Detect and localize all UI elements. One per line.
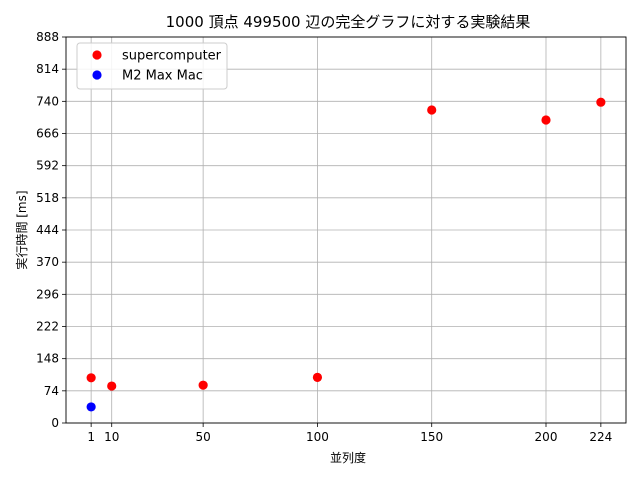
- y-tick-label: 0: [51, 416, 59, 430]
- y-tick-label: 296: [36, 287, 59, 301]
- x-tick-label: 100: [306, 430, 329, 444]
- legend: supercomputer M2 Max Mac: [76, 42, 228, 90]
- y-tick-label: 666: [36, 127, 59, 141]
- x-tick-label: 10: [104, 430, 119, 444]
- legend-marker: [92, 70, 102, 80]
- y-tick-label: 148: [36, 352, 59, 366]
- legend-label: M2 Max Mac: [122, 69, 203, 84]
- data-point: [198, 380, 208, 390]
- data-point: [596, 97, 606, 107]
- x-tick-label: 1: [87, 430, 95, 444]
- data-point: [107, 381, 117, 391]
- x-tick-label: 150: [420, 430, 443, 444]
- axes: 1 10 50 100 150 200 224 0 74 148 222 296 370 444 518 59…: [36, 30, 627, 444]
- x-tick-label: 200: [535, 430, 558, 444]
- y-tick-label: 888: [36, 30, 59, 44]
- y-tick-label: 74: [44, 384, 59, 398]
- y-tick-label: 222: [36, 320, 59, 334]
- plot-frame: [65, 36, 627, 424]
- legend-label: supercomputer: [122, 49, 222, 64]
- data-point: [312, 372, 323, 382]
- y-tick-label: 518: [36, 191, 59, 205]
- x-tick-label: 224: [589, 430, 612, 444]
- data-point: [86, 373, 96, 383]
- y-axis-label: 実行時間 [ms]: [14, 190, 29, 269]
- legend-marker: [92, 50, 102, 60]
- y-tick-label: 370: [36, 255, 59, 269]
- y-tick-label: 814: [36, 62, 59, 76]
- legend-box: [76, 42, 228, 90]
- y-tick-label: 740: [36, 94, 59, 108]
- x-axis-label: 並列度: [330, 450, 366, 465]
- data-points: [86, 97, 606, 412]
- x-tick-label: 50: [196, 430, 211, 444]
- data-point: [427, 105, 437, 115]
- y-tick-label: 444: [36, 223, 59, 237]
- data-point: [541, 115, 551, 125]
- chart-title: 1000 頂点 499500 辺の完全グラフに対する実験結果: [166, 13, 531, 31]
- data-point: [86, 402, 96, 412]
- y-tick-label: 592: [36, 159, 59, 173]
